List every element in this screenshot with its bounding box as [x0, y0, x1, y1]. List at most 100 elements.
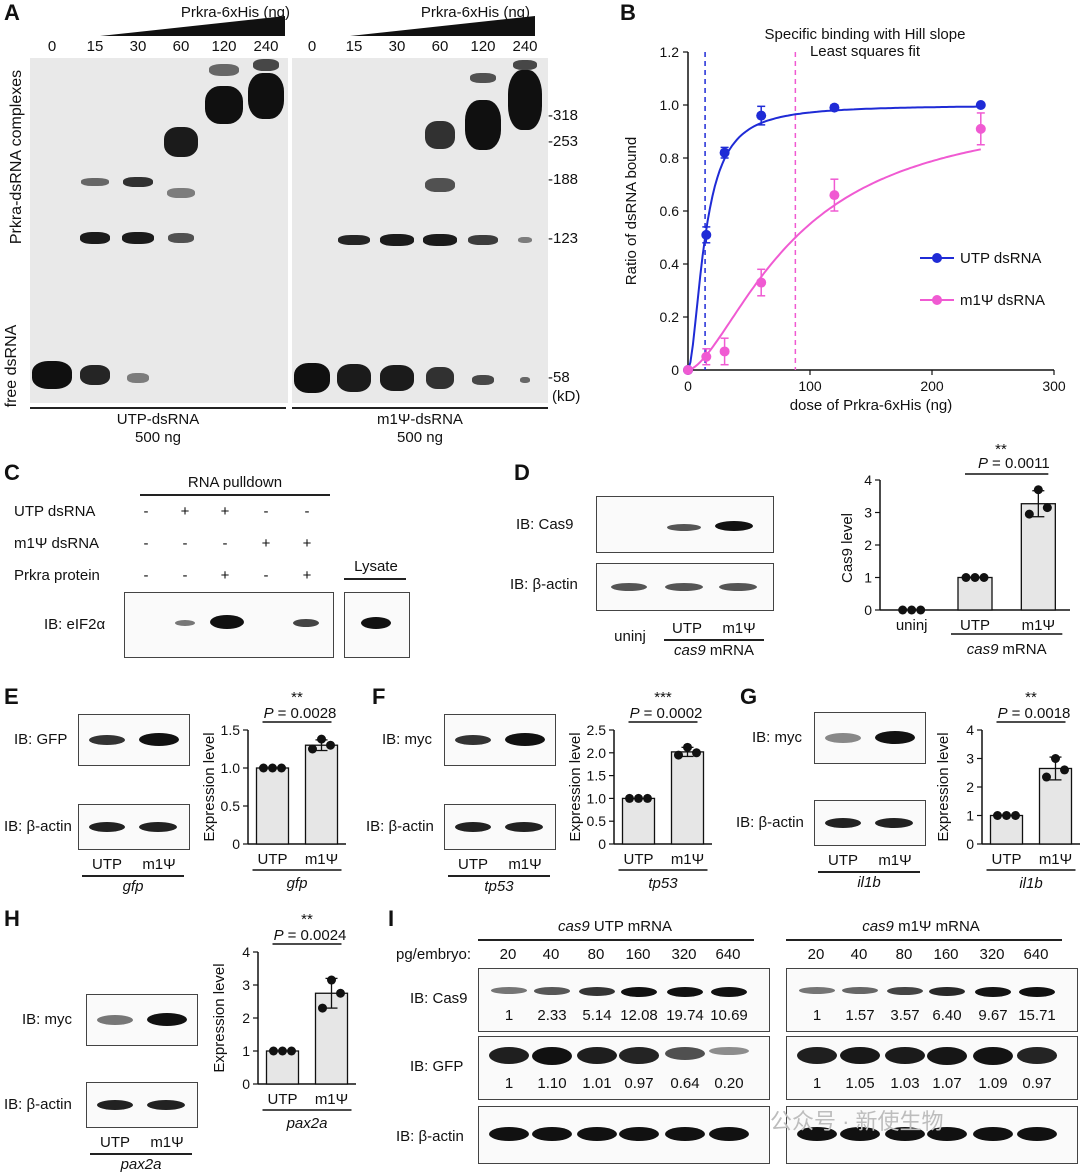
dose-label: 15	[345, 38, 363, 55]
gene-label: gfp	[287, 875, 308, 892]
band	[139, 822, 177, 832]
dose-label: 320	[671, 946, 697, 963]
p-italic: P	[274, 927, 284, 944]
gel-band	[426, 367, 454, 389]
band	[611, 583, 647, 591]
gel-band	[80, 365, 110, 385]
condition-sign: -	[143, 535, 149, 552]
target-blot	[86, 994, 198, 1046]
y-tick-label: 4	[242, 944, 250, 960]
target-blot	[444, 714, 556, 766]
band	[973, 1047, 1013, 1065]
marker-label: -253	[548, 133, 579, 150]
group-line-left	[30, 407, 286, 409]
y-tick-label: 0.6	[660, 203, 680, 219]
data-point	[683, 365, 693, 375]
replicate-point	[287, 1046, 296, 1056]
cas9-quant: 15.71	[1018, 1007, 1056, 1024]
gfp-quant: 1.05	[845, 1075, 875, 1092]
gel-band	[248, 73, 284, 119]
data-point	[701, 351, 712, 362]
eif2a-blot-label: IB: eIF2α	[44, 616, 106, 633]
y-tick-label: 2	[966, 779, 974, 795]
p-italic: P	[264, 705, 274, 722]
band	[665, 583, 703, 591]
marker-label: -123	[548, 230, 579, 247]
dose-label: 240	[253, 38, 279, 55]
band	[489, 1127, 529, 1141]
band	[797, 1047, 837, 1064]
gel-band	[520, 377, 530, 383]
data-point	[719, 346, 730, 357]
x-tick-label: 200	[920, 378, 944, 394]
lysate-line	[344, 578, 406, 580]
gfp-quant: 0.97	[624, 1075, 654, 1092]
y-tick-label: 1.5	[221, 722, 241, 738]
gfp-quant: 1.07	[932, 1075, 962, 1092]
condition-sign: -	[304, 503, 310, 520]
pulldown-line	[140, 494, 330, 496]
pulldown-header: RNA pulldown	[187, 474, 283, 491]
band	[293, 619, 319, 627]
panel-label-h: H	[4, 906, 20, 931]
actin-blot	[86, 1082, 198, 1128]
bar	[957, 576, 993, 611]
band	[665, 1047, 705, 1060]
dose-row-label: pg/embryo:	[396, 946, 472, 963]
y-tick-label: 1	[242, 1043, 250, 1059]
cas9-blot-label: IB: Cas9	[516, 516, 574, 533]
gene-label: tp53	[484, 878, 514, 895]
blot-label: IB: myc	[22, 1011, 73, 1028]
gene-line	[818, 871, 920, 873]
group-left-amount: 500 ng	[135, 429, 181, 446]
group-right-label: m1Ψ-dsRNA	[377, 411, 463, 428]
p-value: P = 0.0002	[630, 705, 703, 722]
y-tick-label: 2.0	[587, 745, 607, 761]
condition-sign: +	[261, 535, 271, 552]
significance-stars: **	[291, 689, 303, 706]
dose-label: 320	[979, 946, 1005, 963]
panel-a-header-right: Prkra-6xHis (ng)	[420, 4, 530, 21]
condition-sign: -	[182, 567, 188, 584]
y-axis-label: Expression level	[211, 963, 228, 1072]
gfp-quant: 0.64	[670, 1075, 700, 1092]
gel-band	[425, 121, 455, 149]
band	[885, 1047, 925, 1065]
band	[534, 987, 570, 995]
band	[175, 620, 195, 626]
gfp-blot-i: 1 1.05 1.03 1.07 1.09 0.97	[786, 1036, 1078, 1100]
y-tick-label: 0.5	[587, 813, 607, 829]
dose-label: 160	[625, 946, 651, 963]
x-axis-label: dose of Prkra-6xHis (ng)	[790, 397, 953, 414]
band	[619, 1047, 659, 1064]
replicate-point	[1024, 509, 1034, 519]
panel-a-free-label: free dsRNA	[3, 324, 20, 408]
y-tick-label: 1	[966, 808, 974, 824]
lane-label: m1Ψ	[878, 852, 912, 869]
p-text: = 0.0011	[992, 455, 1050, 472]
gfp-quant: 0.97	[1022, 1075, 1052, 1092]
blot-label: IB: myc	[752, 729, 803, 746]
group-right-amount: 500 ng	[397, 429, 443, 446]
dose-label: 240	[512, 38, 538, 55]
gel-band	[465, 100, 501, 150]
y-tick-label: 0	[232, 836, 240, 852]
data-point	[719, 147, 730, 158]
band	[840, 1127, 880, 1141]
y-tick-label: 0	[671, 362, 679, 378]
gfp-quant: 1.03	[890, 1075, 920, 1092]
y-tick-label: 2	[864, 537, 872, 553]
band	[491, 987, 527, 994]
band	[577, 1047, 617, 1065]
p-value: P = 0.0024	[274, 927, 347, 944]
data-point	[756, 277, 767, 288]
y-tick-label: 0	[966, 836, 974, 852]
band	[139, 733, 179, 746]
panel-label-d: D	[514, 460, 530, 485]
lane-label: UTP	[458, 856, 488, 873]
i-right-line	[786, 939, 1062, 941]
cas9-quant: 19.74	[666, 1007, 704, 1024]
panel-label-c: C	[4, 460, 20, 485]
y-tick-label: 1.5	[587, 768, 607, 784]
